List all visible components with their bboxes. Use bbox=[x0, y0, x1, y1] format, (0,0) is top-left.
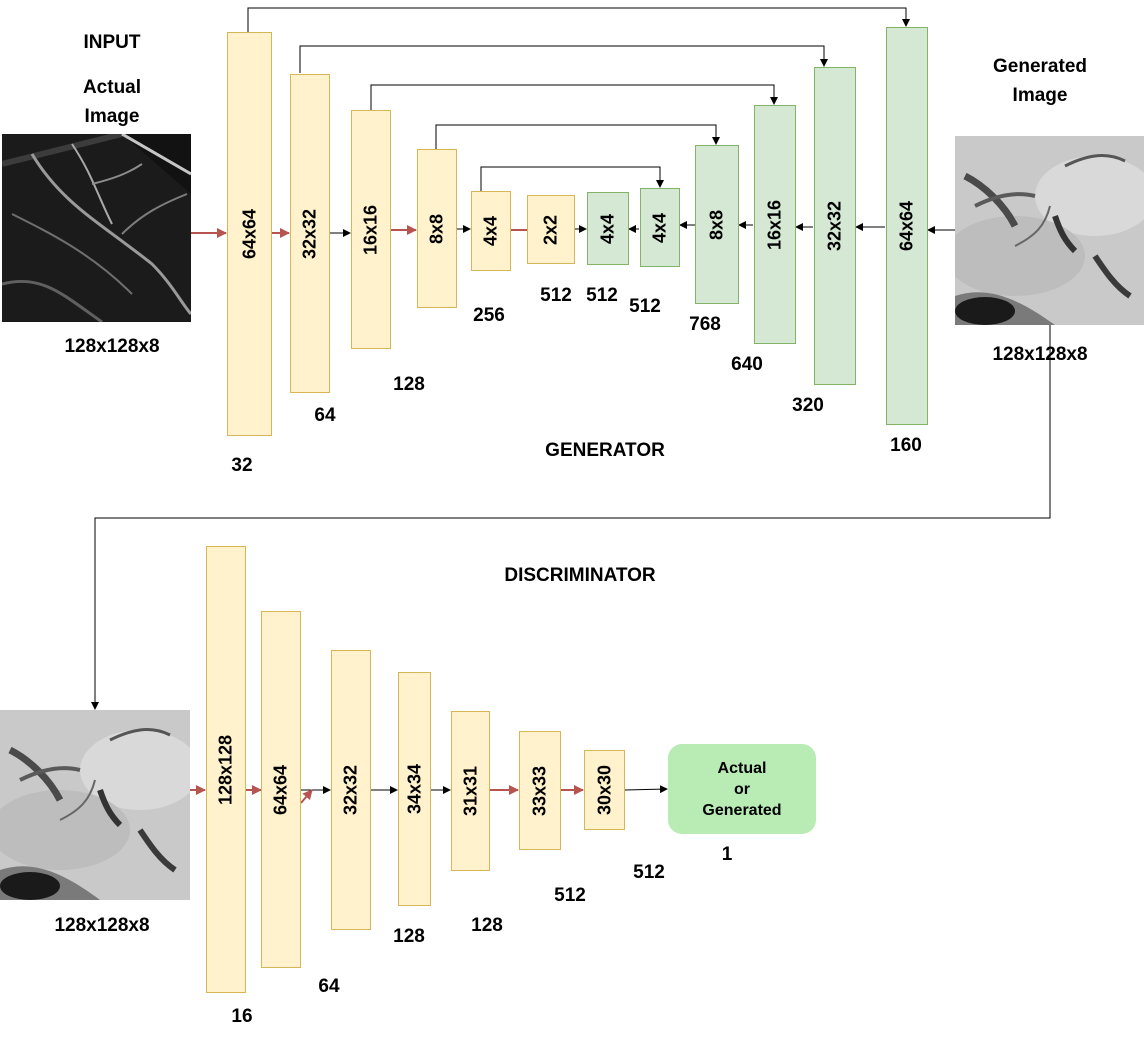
block-size-label: 2x2 bbox=[540, 214, 561, 245]
block-size-label: 4x4 bbox=[480, 215, 501, 247]
channels-label: 512 bbox=[554, 885, 586, 906]
discriminator-output-box: Actual or Generated bbox=[668, 744, 816, 834]
discriminator-block-7: 30x30 bbox=[584, 750, 625, 830]
skip-connection-4 bbox=[480, 166, 664, 191]
generated-image-title-line2: Image bbox=[1012, 85, 1068, 106]
block-size-label: 32x32 bbox=[299, 208, 320, 259]
generator-decoder-block-5: 32x32 bbox=[814, 67, 856, 385]
block-size-label: 8x8 bbox=[426, 213, 447, 244]
output-value-label: 1 bbox=[721, 844, 733, 865]
channels-label: 320 bbox=[792, 395, 824, 416]
block-size-label: 32x32 bbox=[824, 200, 845, 252]
arrow-l2-to-l3-diag bbox=[300, 789, 313, 804]
discriminator-block-2: 64x64 bbox=[261, 611, 301, 968]
discriminator-block-6: 33x33 bbox=[519, 731, 561, 850]
channels-label: 128 bbox=[471, 915, 503, 936]
channels-label: 64 bbox=[314, 405, 336, 426]
discriminator-block-5: 31x31 bbox=[451, 711, 490, 871]
actual-image-title-line2: Image bbox=[84, 106, 140, 127]
channels-label: 16 bbox=[231, 1006, 253, 1027]
generator-bottleneck-block: 2x2 bbox=[527, 195, 575, 264]
block-size-label: 31x31 bbox=[460, 765, 480, 817]
block-size-label: 64x64 bbox=[270, 764, 291, 815]
channels-label: 640 bbox=[731, 354, 763, 375]
block-size-label: 4x4 bbox=[649, 212, 670, 243]
actual-image-title-line1: Actual bbox=[82, 77, 142, 98]
block-size-label: 32x32 bbox=[340, 764, 361, 816]
block-size-label: 16x16 bbox=[764, 199, 785, 250]
channels-label: 512 bbox=[633, 862, 665, 883]
channels-label: 160 bbox=[890, 435, 922, 456]
generator-encoder-block-1: 64x64 bbox=[227, 32, 272, 436]
generator-encoder-block-5: 4x4 bbox=[471, 191, 511, 271]
generator-encoder-block-3: 16x16 bbox=[351, 110, 391, 349]
channels-label: 512 bbox=[629, 296, 661, 317]
discriminator-block-1: 128x128 bbox=[206, 546, 246, 993]
discriminator-block-3: 32x32 bbox=[331, 650, 371, 930]
discriminator-input-image bbox=[0, 710, 190, 900]
input-heading: INPUT bbox=[83, 32, 141, 53]
block-size-label: 128x128 bbox=[215, 734, 236, 805]
channels-label: 128 bbox=[393, 926, 425, 947]
channels-label: 768 bbox=[689, 314, 721, 335]
channels-label: 512 bbox=[540, 285, 572, 306]
skip-connection-16 bbox=[370, 84, 778, 110]
skip-connection-64 bbox=[247, 7, 910, 32]
block-size-label: 33x33 bbox=[529, 765, 550, 816]
skip-connection-32 bbox=[299, 45, 828, 73]
skip-connection-8 bbox=[435, 124, 720, 149]
output-line-3: Generated bbox=[702, 801, 782, 819]
output-line-1: Actual bbox=[717, 759, 767, 777]
discriminator-block-4: 34x34 bbox=[398, 672, 431, 906]
generator-decoder-block-4: 16x16 bbox=[754, 105, 796, 344]
discriminator-heading: DISCRIMINATOR bbox=[504, 565, 656, 586]
channels-label: 128 bbox=[393, 374, 425, 395]
channels-label: 256 bbox=[473, 305, 505, 326]
generated-image-title-line1: Generated bbox=[993, 56, 1087, 77]
output-line-2: or bbox=[734, 780, 750, 798]
input-dims-label: 128x128x8 bbox=[64, 336, 160, 357]
block-size-label: 30x30 bbox=[594, 764, 614, 816]
generator-encoder-block-2: 32x32 bbox=[290, 74, 330, 393]
channels-label: 512 bbox=[586, 285, 618, 306]
block-size-label: 64x64 bbox=[239, 208, 259, 260]
generator-heading: GENERATOR bbox=[545, 440, 665, 461]
generator-encoder-block-4: 8x8 bbox=[417, 149, 457, 308]
block-size-label: 4x4 bbox=[597, 213, 618, 244]
block-size-label: 16x16 bbox=[360, 204, 381, 255]
channels-label: 32 bbox=[231, 455, 253, 476]
generator-decoder-block-1: 4x4 bbox=[587, 192, 629, 265]
actual-input-image bbox=[2, 134, 191, 322]
generator-decoder-block-3: 8x8 bbox=[695, 145, 739, 304]
block-size-label: 64x64 bbox=[896, 200, 917, 252]
generator-decoder-block-2: 4x4 bbox=[640, 188, 680, 267]
arrow-generated-to-discriminator bbox=[91, 325, 1051, 710]
generator-decoder-block-6: 64x64 bbox=[886, 27, 928, 425]
discriminator-input-dims-label: 128x128x8 bbox=[54, 915, 150, 936]
generated-dims-label: 128x128x8 bbox=[992, 344, 1088, 365]
arrow-l7-to-output bbox=[624, 785, 668, 794]
channels-label: 64 bbox=[318, 976, 340, 997]
block-size-label: 34x34 bbox=[404, 763, 424, 815]
block-size-label: 8x8 bbox=[706, 209, 727, 240]
generated-image bbox=[955, 136, 1144, 325]
